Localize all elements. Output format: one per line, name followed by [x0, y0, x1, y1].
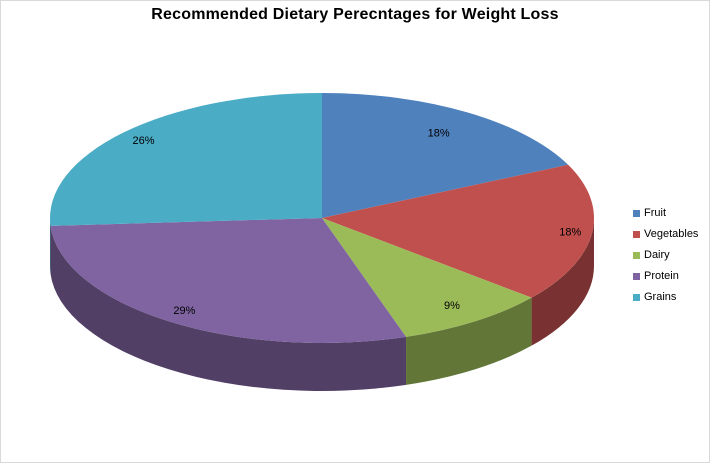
pie-label-protein: 29%: [173, 305, 195, 317]
pie-label-dairy: 9%: [444, 300, 460, 312]
legend-label-dairy: Dairy: [644, 249, 670, 261]
legend-label-fruit: Fruit: [644, 207, 666, 219]
pie-slice-protein: [50, 218, 407, 343]
pie-label-vegetables: 18%: [559, 226, 581, 238]
legend-label-vegetables: Vegetables: [644, 228, 699, 240]
chart-title: Recommended Dietary Perecntages for Weig…: [151, 6, 559, 23]
legend-label-grains: Grains: [644, 291, 677, 303]
pie-slice-side-grains: [50, 218, 51, 274]
legend-item-grains: Grains: [633, 292, 698, 303]
legend-item-vegetables: Vegetables: [633, 229, 698, 240]
pie-slice-fruit: [322, 93, 569, 218]
legend-item-dairy: Dairy: [633, 250, 698, 261]
legend-swatch-protein: [633, 273, 640, 280]
legend-item-protein: Protein: [633, 271, 698, 282]
legend-item-fruit: Fruit: [633, 208, 698, 219]
pie-slice-side-dairy: [406, 297, 532, 385]
pie-label-grains: 26%: [133, 135, 155, 147]
pie-slice-side-vegetables: [531, 218, 594, 346]
legend-swatch-dairy: [633, 252, 640, 259]
legend-swatch-fruit: [633, 210, 640, 217]
legend: Fruit Vegetables Dairy Protein Grains: [633, 208, 698, 303]
legend-label-protein: Protein: [644, 270, 679, 282]
legend-swatch-vegetables: [633, 231, 640, 238]
pie-label-fruit: 18%: [428, 127, 450, 139]
pie-slice-vegetables: [322, 164, 595, 298]
pie-slice-side-protein: [50, 225, 407, 391]
pie-slice-dairy: [322, 218, 532, 337]
legend-swatch-grains: [633, 294, 640, 301]
pie-slice-grains: [49, 93, 322, 226]
